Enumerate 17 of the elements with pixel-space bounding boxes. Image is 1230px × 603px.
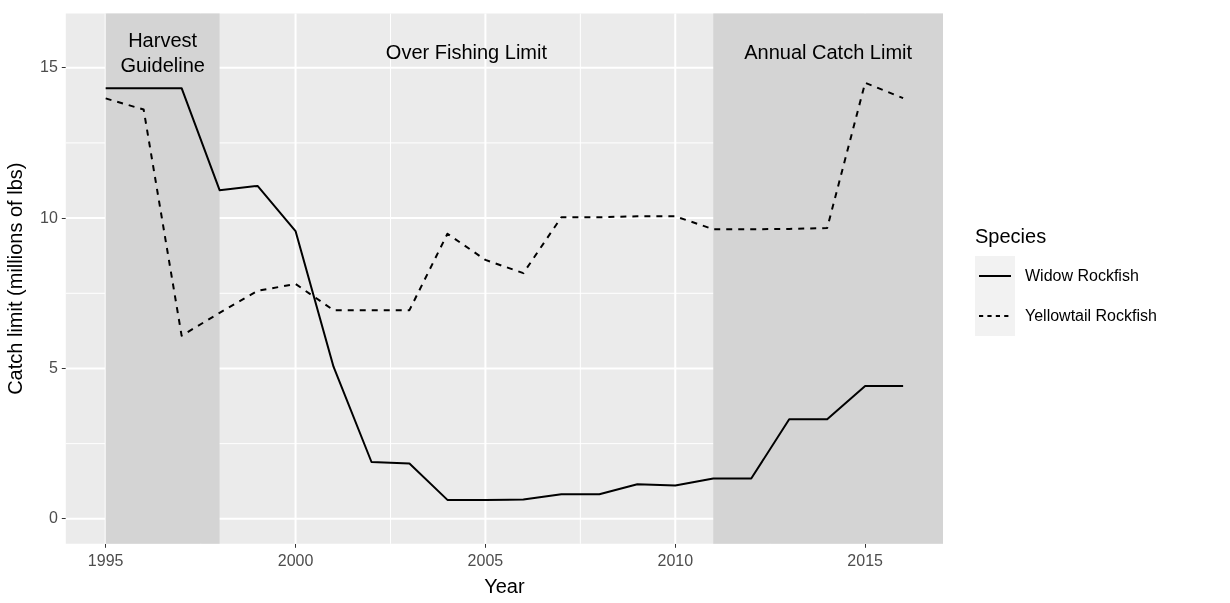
band-label: Harvest Guideline [120, 28, 205, 76]
x-axis-title: Year [484, 574, 525, 597]
x-tick-label: 2010 [657, 551, 694, 569]
annotation: Over Fishing Limit [385, 41, 548, 64]
y-axis-title: Catch limit (millions of lbs) [3, 162, 26, 395]
legend-title: Species [975, 225, 1048, 248]
x-tick-label: 2005 [467, 551, 504, 569]
legend-label: Widow Rockfish [1025, 267, 1139, 285]
x-tick-label: 1995 [87, 551, 124, 569]
x-tick-label: 2000 [277, 551, 314, 569]
y-tick-label: 5 [48, 358, 58, 376]
y-tick-label: 15 [40, 58, 58, 76]
y-tick-label: 10 [40, 208, 58, 226]
y-tick-label: 0 [48, 509, 58, 527]
legend-label: Yellowtail Rockfish [1025, 307, 1157, 325]
band-label: Annual Catch Limit [744, 41, 913, 64]
x-tick-label: 2015 [847, 551, 884, 569]
